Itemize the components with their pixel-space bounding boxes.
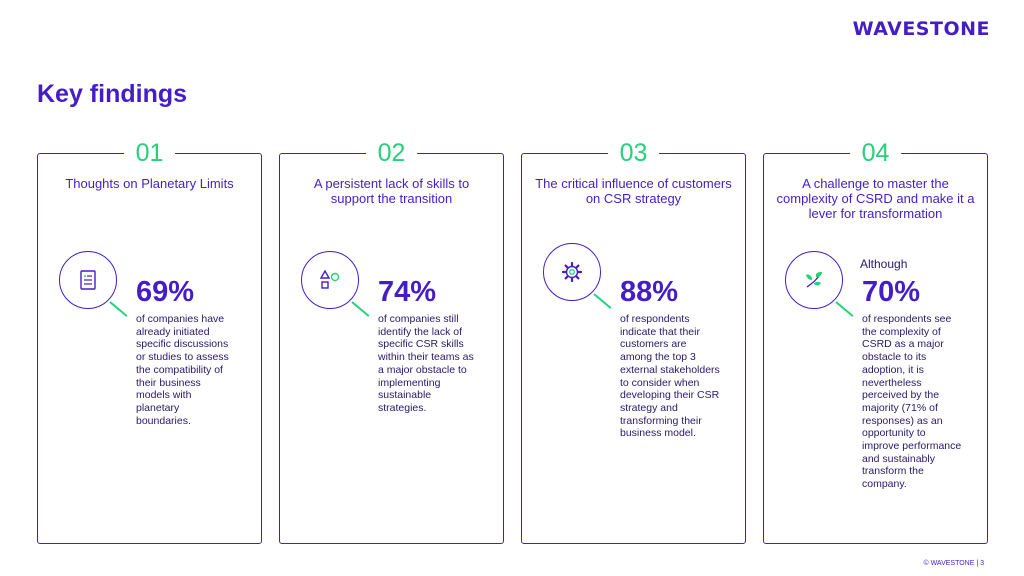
card-heading: A challenge to master the complexity of … [776,176,975,221]
magnifier-badge [301,251,370,317]
magnifier-badge [59,251,128,317]
magnifier-badge [543,243,612,309]
card-number: 01 [123,139,176,167]
wavestone-logo: WAVESTONE [852,18,990,40]
finding-card-02: 02 A persistent lack of skills to suppor… [279,139,504,544]
percent-description: of respondents indicate that their custo… [620,313,720,440]
finding-card-04: 04 A challenge to master the complexity … [763,139,988,544]
card-number: 04 [849,139,902,167]
percent-value: 88% [620,276,679,308]
percent-description: of companies still identify the lack of … [378,313,474,414]
percent-value: 70% [862,276,921,308]
card-heading: A persistent lack of skills to support t… [313,176,470,206]
percent-description: of respondents see the complexity of CSR… [862,313,962,491]
magnifier-badge [785,251,854,317]
footer-copyright: © WAVESTONE | 3 [923,560,984,567]
finding-card-03: 03 The critical influence of customers o… [521,139,746,544]
percent-value: 74% [378,276,437,308]
card-heading: The critical influence of customers on C… [535,176,732,206]
page-title: Key findings [37,80,188,108]
document-list-icon [80,270,96,290]
percent-value: 69% [136,276,195,308]
gear-icon [561,261,583,283]
percent-description: of companies have already initiated spec… [136,313,229,427]
shapes-icon [319,269,340,289]
card-number: 03 [607,139,660,167]
finding-card-01: 01 Thoughts on Planetary Limits 69% of c… [37,139,262,544]
card-heading: Thoughts on Planetary Limits [65,176,234,191]
leaf-sprout-icon [806,271,822,288]
card-number: 02 [365,139,418,167]
percent-prefix: Although [860,257,908,271]
